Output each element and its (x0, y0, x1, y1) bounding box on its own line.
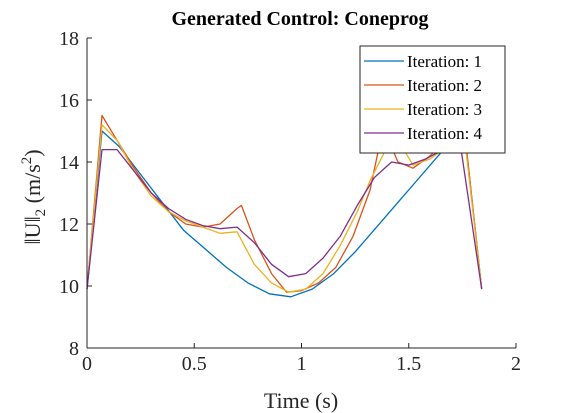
x-tick-label: 2 (511, 353, 521, 375)
legend-label-iteration-1: Iteration: 1 (407, 52, 482, 71)
y-tick-label: 8 (69, 338, 79, 360)
series-line-iteration-4 (86, 142, 483, 290)
chart-title: Generated Control: Coneprog (171, 8, 428, 30)
y-tick-label: 10 (59, 276, 79, 298)
x-tick-label: 1.5 (396, 353, 421, 375)
x-tick-label: 0.5 (182, 353, 207, 375)
x-tick-label: 1 (297, 353, 307, 375)
y-tick-label: 18 (59, 28, 79, 50)
y-axis-label-norm: ‖U‖ (20, 216, 45, 244)
y-tick-label: 12 (59, 214, 79, 236)
x-axis-label: Time (s) (264, 388, 338, 413)
y-axis-label-subscript: 2 (33, 209, 49, 217)
legend-box (359, 45, 506, 154)
x-tick-label: 0 (82, 353, 92, 375)
y-tick-label: 16 (59, 90, 79, 112)
y-axis-label-close: ) (20, 149, 45, 156)
series-line-iteration-3 (86, 124, 483, 293)
y-axis-label-unit: (m/s (20, 164, 45, 209)
legend-label-iteration-2: Iteration: 2 (407, 76, 482, 95)
legend: Iteration: 1 Iteration: 2 Iteration: 3 Iter… (359, 45, 506, 154)
y-tick-label: 14 (59, 152, 79, 174)
legend-label-iteration-3: Iteration: 3 (407, 100, 482, 119)
plot-area: 0 0.5 1 1.5 2 8 10 12 14 16 18 (59, 28, 521, 375)
legend-label-iteration-4: Iteration: 4 (407, 124, 483, 143)
y-axis-label: ‖U‖2 (m/s2) (19, 149, 49, 244)
series-line-iteration-1 (86, 130, 483, 298)
axes-layer: 0 0.5 1 1.5 2 8 10 12 14 16 18 (59, 28, 521, 375)
series-layer (86, 114, 483, 298)
y-axis-label-superscript: 2 (19, 157, 35, 165)
